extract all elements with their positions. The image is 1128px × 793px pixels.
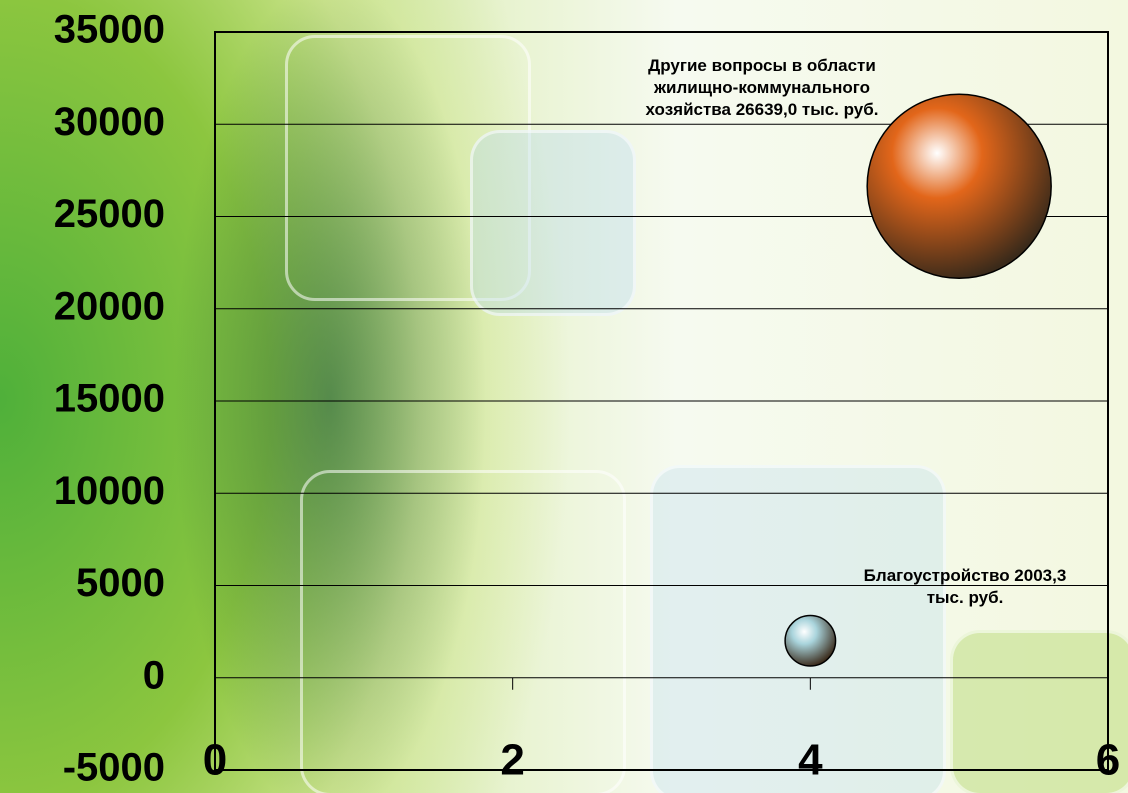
- y-tick-label: 30000: [54, 100, 165, 144]
- decoration: [300, 470, 626, 793]
- y-tick-label: 10000: [54, 469, 165, 513]
- decoration: [285, 35, 531, 301]
- x-tick-label: 4: [798, 736, 823, 785]
- bubble: [784, 614, 837, 667]
- y-tick-label: 15000: [54, 377, 165, 421]
- y-tick-label: 20000: [54, 284, 165, 328]
- y-tick-label: -5000: [63, 746, 165, 790]
- y-tick-label: 35000: [54, 8, 165, 52]
- decoration: [950, 630, 1128, 793]
- y-tick-label: 5000: [76, 561, 165, 605]
- y-tick-label: 25000: [54, 192, 165, 236]
- decoration: [470, 130, 636, 316]
- data-label: Благоустройство 2003,3 тыс. руб.: [863, 566, 1067, 607]
- x-tick-label: 2: [500, 736, 524, 785]
- bubble: [866, 93, 1052, 280]
- y-tick-label: 0: [143, 653, 165, 697]
- plot-border: [214, 31, 1109, 771]
- data-label: Другие вопросы в области жилищно-коммуна…: [645, 56, 879, 119]
